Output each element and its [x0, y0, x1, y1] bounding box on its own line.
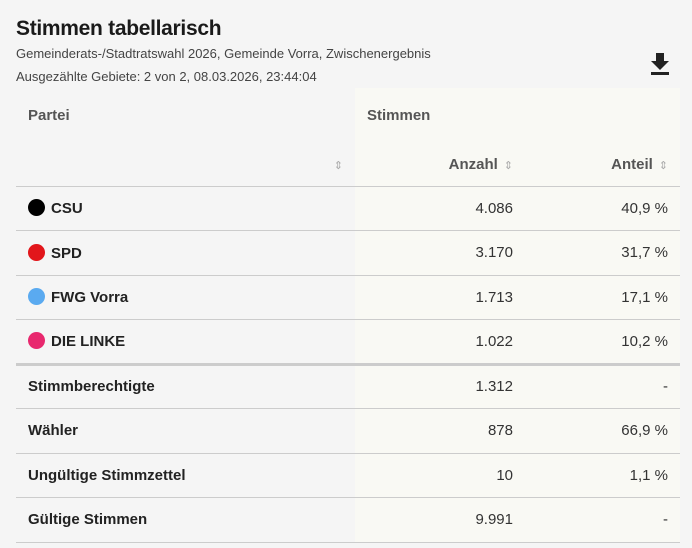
anteil-cell: 40,9 % [525, 186, 680, 231]
table-row: CSU 4.086 40,9 % [16, 186, 680, 231]
results-table: Partei Stimmen ⇕ Anzahl ⇕ Anteil ⇕ CSU 4.08… [16, 88, 680, 543]
anteil-cell: 10,2 % [525, 319, 680, 366]
party-label: SPD [51, 244, 82, 262]
anteil-cell: 17,1 % [525, 275, 680, 320]
anteil-cell: 1,1 % [525, 453, 680, 498]
anteil-cell: - [525, 497, 680, 543]
anzahl-cell: 1.022 [355, 319, 525, 366]
party-name: DIE LINKE [16, 319, 355, 366]
summary-row: Stimmberechtigte 1.312- [16, 364, 680, 409]
sort-anzahl[interactable]: Anzahl ⇕ [355, 143, 525, 187]
sort-partei[interactable]: ⇕ [16, 143, 355, 187]
party-color-dot [28, 243, 45, 261]
summary-row: Wähler 878 66,9 % [16, 408, 680, 454]
col-header-stimmen: Stimmen [355, 88, 680, 143]
party-color-dot [28, 332, 45, 350]
summary-row: Ungültige Stimmzettel 10 1,1 % [16, 453, 680, 498]
summary-label: Gültige Stimmen [16, 497, 355, 543]
anzahl-cell: 1.312 [355, 364, 525, 409]
sort-anteil[interactable]: Anteil ⇕ [525, 143, 680, 187]
table-row: DIE LINKE 1.022 10,2 % [16, 319, 680, 366]
col-header-anteil: Anteil [611, 155, 653, 173]
party-label: CSU [51, 200, 83, 218]
anzahl-cell: 878 [355, 408, 525, 454]
count-status: Ausgezählte Gebiete: 2 von 2, 08.03.2026… [16, 69, 317, 84]
anteil-cell: - [525, 364, 680, 409]
col-header-partei: Partei [28, 107, 70, 124]
table-row: FWG Vorra 1.713 17,1 % [16, 275, 680, 320]
sort-icon: ⇕ [658, 159, 668, 172]
party-name: CSU [16, 186, 355, 231]
anzahl-cell: 10 [355, 453, 525, 498]
sort-icon: ⇕ [333, 159, 343, 172]
col-header-anzahl: Anzahl [448, 155, 498, 173]
anzahl-cell: 1.713 [355, 275, 525, 320]
party-name: SPD [16, 230, 355, 276]
anteil-cell: 31,7 % [525, 230, 680, 276]
summary-row: Gültige Stimmen 9.991- [16, 497, 680, 543]
download-button[interactable] [649, 52, 671, 76]
party-label: FWG Vorra [51, 289, 129, 307]
anzahl-cell: 4.086 [355, 186, 525, 231]
summary-label: Stimmberechtigte [16, 364, 355, 409]
party-color-dot [28, 199, 45, 217]
download-icon [651, 53, 669, 75]
anzahl-cell: 9.991 [355, 497, 525, 543]
summary-label: Ungültige Stimmzettel [16, 453, 355, 498]
summary-label: Wähler [16, 408, 355, 454]
subtitle: Gemeinderats-/Stadtratswahl 2026, Gemein… [16, 46, 431, 61]
table-row: SPD 3.170 31,7 % [16, 230, 680, 276]
page-title: Stimmen tabellarisch [16, 17, 222, 40]
sort-icon: ⇕ [503, 159, 513, 172]
party-name: FWG Vorra [16, 275, 355, 320]
anzahl-cell: 3.170 [355, 230, 525, 276]
party-label: DIE LINKE [51, 333, 126, 351]
party-color-dot [28, 288, 45, 306]
anteil-cell: 66,9 % [525, 408, 680, 454]
